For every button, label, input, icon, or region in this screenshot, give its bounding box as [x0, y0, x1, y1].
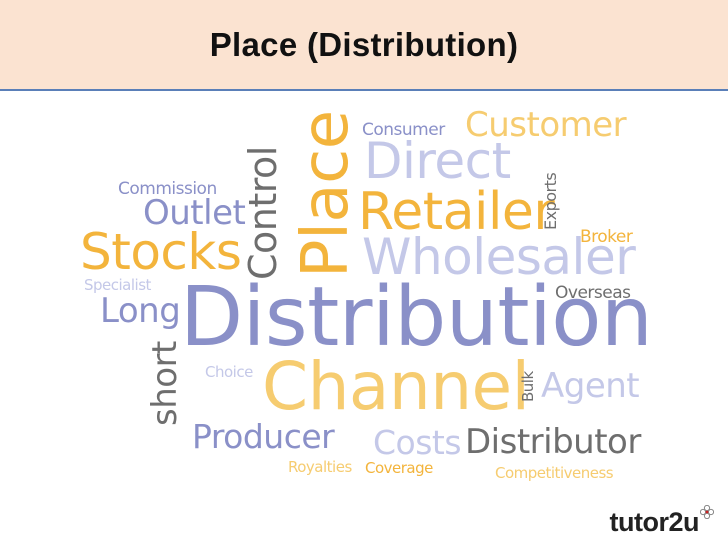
word-producer: Producer	[192, 417, 335, 456]
word-long: Long	[100, 291, 181, 331]
slide-header: Place (Distribution)	[0, 0, 728, 91]
word-distributor: Distributor	[465, 422, 641, 462]
word-competitiveness: Competitiveness	[495, 464, 614, 482]
word-royalties: Royalties	[288, 458, 352, 476]
tutor2u-logo: tutor2u	[609, 505, 714, 538]
word-exports: Exports	[541, 172, 560, 230]
word-bulk: Bulk	[519, 371, 537, 402]
flower-icon	[700, 505, 714, 519]
word-direct: Direct	[364, 132, 511, 190]
word-outlet: Outlet	[143, 193, 246, 233]
word-distribution: Distribution	[180, 270, 653, 365]
word-agent: Agent	[541, 366, 640, 406]
word-cloud: Place Consumer Customer Direct Commissio…	[0, 92, 728, 492]
word-commission: Commission	[118, 179, 217, 199]
word-choice: Choice	[205, 363, 253, 381]
logo-text: tutor2u	[609, 507, 700, 537]
word-wholesaler: Wholesaler	[362, 228, 636, 286]
word-coverage: Coverage	[365, 459, 433, 477]
word-overseas: Overseas	[555, 283, 631, 303]
word-place: Place	[289, 110, 363, 278]
word-broker: Broker	[580, 227, 633, 247]
word-retailer: Retailer	[358, 182, 555, 242]
word-stocks: Stocks	[80, 223, 242, 281]
word-consumer: Consumer	[362, 120, 445, 140]
word-control: Control	[241, 146, 285, 280]
word-short: short	[145, 341, 185, 426]
word-costs: Costs	[373, 423, 462, 462]
slide-title: Place (Distribution)	[209, 25, 519, 63]
word-customer: Customer	[465, 105, 627, 145]
word-channel: Channel	[262, 348, 530, 425]
word-specialist: Specialist	[84, 276, 151, 294]
